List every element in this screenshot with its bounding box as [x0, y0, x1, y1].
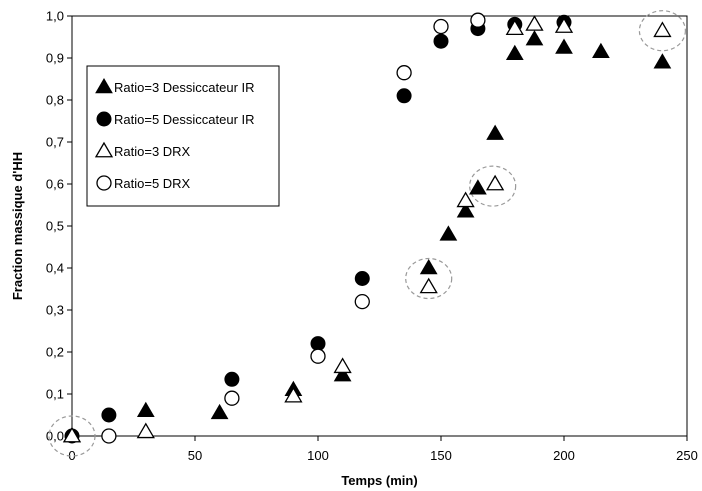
legend-marker: [95, 78, 113, 94]
data-point: [456, 202, 475, 218]
data-point: [555, 38, 573, 54]
axes: 0 50 100 150 200 250 0,0 0,1 0,2 0,3 0,4 0,5 0,6 0,7 0…: [46, 9, 698, 464]
x-tick-label: 250: [676, 448, 698, 463]
data-point: [485, 174, 505, 191]
legend: Ratio=3 Dessiccateur IR Ratio=5 Dessiccat…: [86, 65, 280, 207]
data-point: [396, 88, 412, 104]
data-point: [354, 271, 370, 286]
y-tick-label: 0,2: [46, 345, 64, 360]
data-point: [310, 348, 326, 364]
data-point: [653, 53, 672, 69]
legend-label: Ratio=5 Dessiccateur IR: [114, 112, 255, 127]
data-point: [433, 18, 449, 35]
data-point: [101, 407, 117, 423]
legend-box: [86, 65, 280, 207]
x-tick-label: 100: [307, 448, 329, 463]
data-point: [136, 422, 155, 439]
data-point: [525, 30, 544, 46]
y-tick-label: 1,0: [46, 9, 64, 24]
legend-marker: [96, 111, 112, 127]
data-point: [439, 225, 458, 241]
series-3: [101, 12, 486, 444]
x-tick-label: 0: [68, 448, 75, 463]
data-point: [554, 17, 574, 33]
data-point: [592, 42, 610, 58]
data-point: [310, 336, 326, 352]
highlight-circle: [48, 415, 96, 457]
data-point: [433, 33, 449, 49]
legend-marker: [94, 141, 114, 158]
data-point: [354, 293, 370, 310]
y-tick-label: 0,1: [46, 387, 64, 402]
legend-label: Ratio=3 Dessiccateur IR: [114, 80, 255, 95]
y-tick-label: 0,0: [46, 429, 64, 444]
data-point: [419, 277, 438, 294]
data-point: [456, 191, 475, 208]
data-point: [224, 390, 240, 406]
x-axis-title: Temps (min): [341, 473, 417, 488]
x-tick-label: 150: [430, 448, 452, 463]
legend-marker: [96, 175, 112, 191]
data-point: [101, 428, 117, 444]
highlight-circles: [48, 10, 687, 457]
data-points: [62, 12, 672, 444]
legend-label: Ratio=5 DRX: [114, 176, 191, 191]
y-tick-label: 0,6: [46, 177, 64, 192]
y-tick-label: 0,7: [46, 135, 64, 150]
data-point: [224, 371, 240, 387]
data-point: [62, 426, 82, 443]
data-point: [486, 124, 504, 140]
data-point: [469, 179, 487, 195]
highlight-circle: [405, 257, 453, 300]
y-axis-title: Fraction massique d'HH: [10, 152, 25, 300]
y-tick-label: 0,9: [46, 51, 64, 66]
x-tick-label: 200: [553, 448, 575, 463]
highlight-circle: [469, 165, 517, 207]
data-point: [333, 357, 352, 374]
data-point: [419, 259, 438, 275]
data-point: [333, 366, 352, 382]
y-tick-label: 0,8: [46, 93, 64, 108]
data-point: [210, 403, 229, 420]
y-tick-label: 0,4: [46, 261, 64, 276]
y-tick-label: 0,3: [46, 303, 64, 318]
data-point: [136, 401, 155, 418]
highlight-circle: [638, 10, 687, 52]
data-point: [284, 386, 303, 403]
data-point: [653, 21, 672, 38]
series-0: [63, 30, 672, 443]
data-point: [470, 12, 486, 28]
x-tick-label: 50: [188, 448, 202, 463]
data-point: [396, 65, 412, 81]
data-point: [505, 44, 524, 61]
y-tick-label: 0,5: [46, 219, 64, 234]
series-2: [62, 15, 672, 443]
data-point: [525, 15, 544, 31]
legend-label: Ratio=3 DRX: [114, 144, 191, 159]
data-point: [505, 19, 524, 36]
